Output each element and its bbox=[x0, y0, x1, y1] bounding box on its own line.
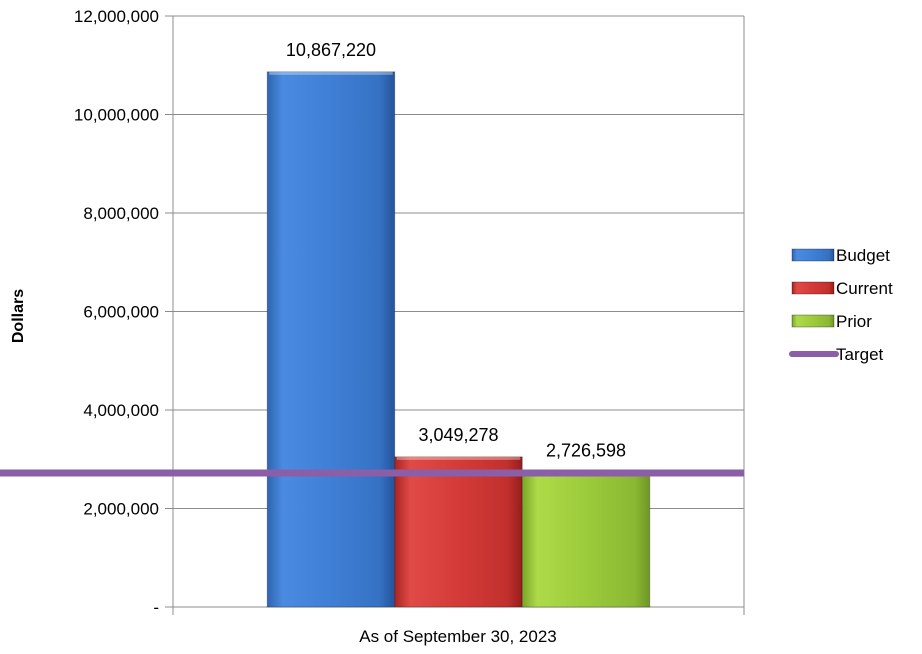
data-label-prior: 2,726,598 bbox=[546, 441, 626, 461]
y-axis-title: Dollars bbox=[10, 289, 27, 343]
bar-budget bbox=[266, 71, 396, 608]
bar-prior bbox=[521, 472, 651, 608]
legend-label-budget: Budget bbox=[836, 246, 890, 265]
y-tick-label: 6,000,000 bbox=[83, 303, 159, 322]
bars bbox=[266, 71, 651, 608]
y-tick-label: 2,000,000 bbox=[83, 500, 159, 519]
data-label-budget: 10,867,220 bbox=[286, 40, 376, 60]
bar-budget-highlight bbox=[269, 71, 393, 75]
y-tick-label: 12,000,000 bbox=[74, 7, 159, 26]
legend-label-target: Target bbox=[836, 345, 884, 364]
data-label-current: 3,049,278 bbox=[418, 425, 498, 445]
legend-swatch-prior bbox=[791, 314, 835, 328]
legend: Budget Current Prior Target bbox=[789, 246, 893, 364]
bar-current-highlight bbox=[396, 456, 521, 460]
y-tick-label: 10,000,000 bbox=[74, 106, 159, 125]
y-tick-labels: - 2,000,000 4,000,000 6,000,000 8,000,000 10,… bbox=[74, 7, 159, 617]
x-axis-category-label: As of September 30, 2023 bbox=[359, 627, 557, 646]
legend-label-current: Current bbox=[836, 279, 893, 298]
y-tick-label: 8,000,000 bbox=[83, 204, 159, 223]
y-tick-label: - bbox=[153, 598, 159, 617]
legend-swatch-budget bbox=[791, 248, 835, 262]
bar-current bbox=[394, 456, 523, 608]
legend-label-prior: Prior bbox=[836, 312, 872, 331]
legend-swatch-current bbox=[791, 281, 835, 295]
y-tick-label: 4,000,000 bbox=[83, 401, 159, 420]
data-labels: 10,867,220 3,049,278 2,726,598 bbox=[286, 40, 626, 461]
